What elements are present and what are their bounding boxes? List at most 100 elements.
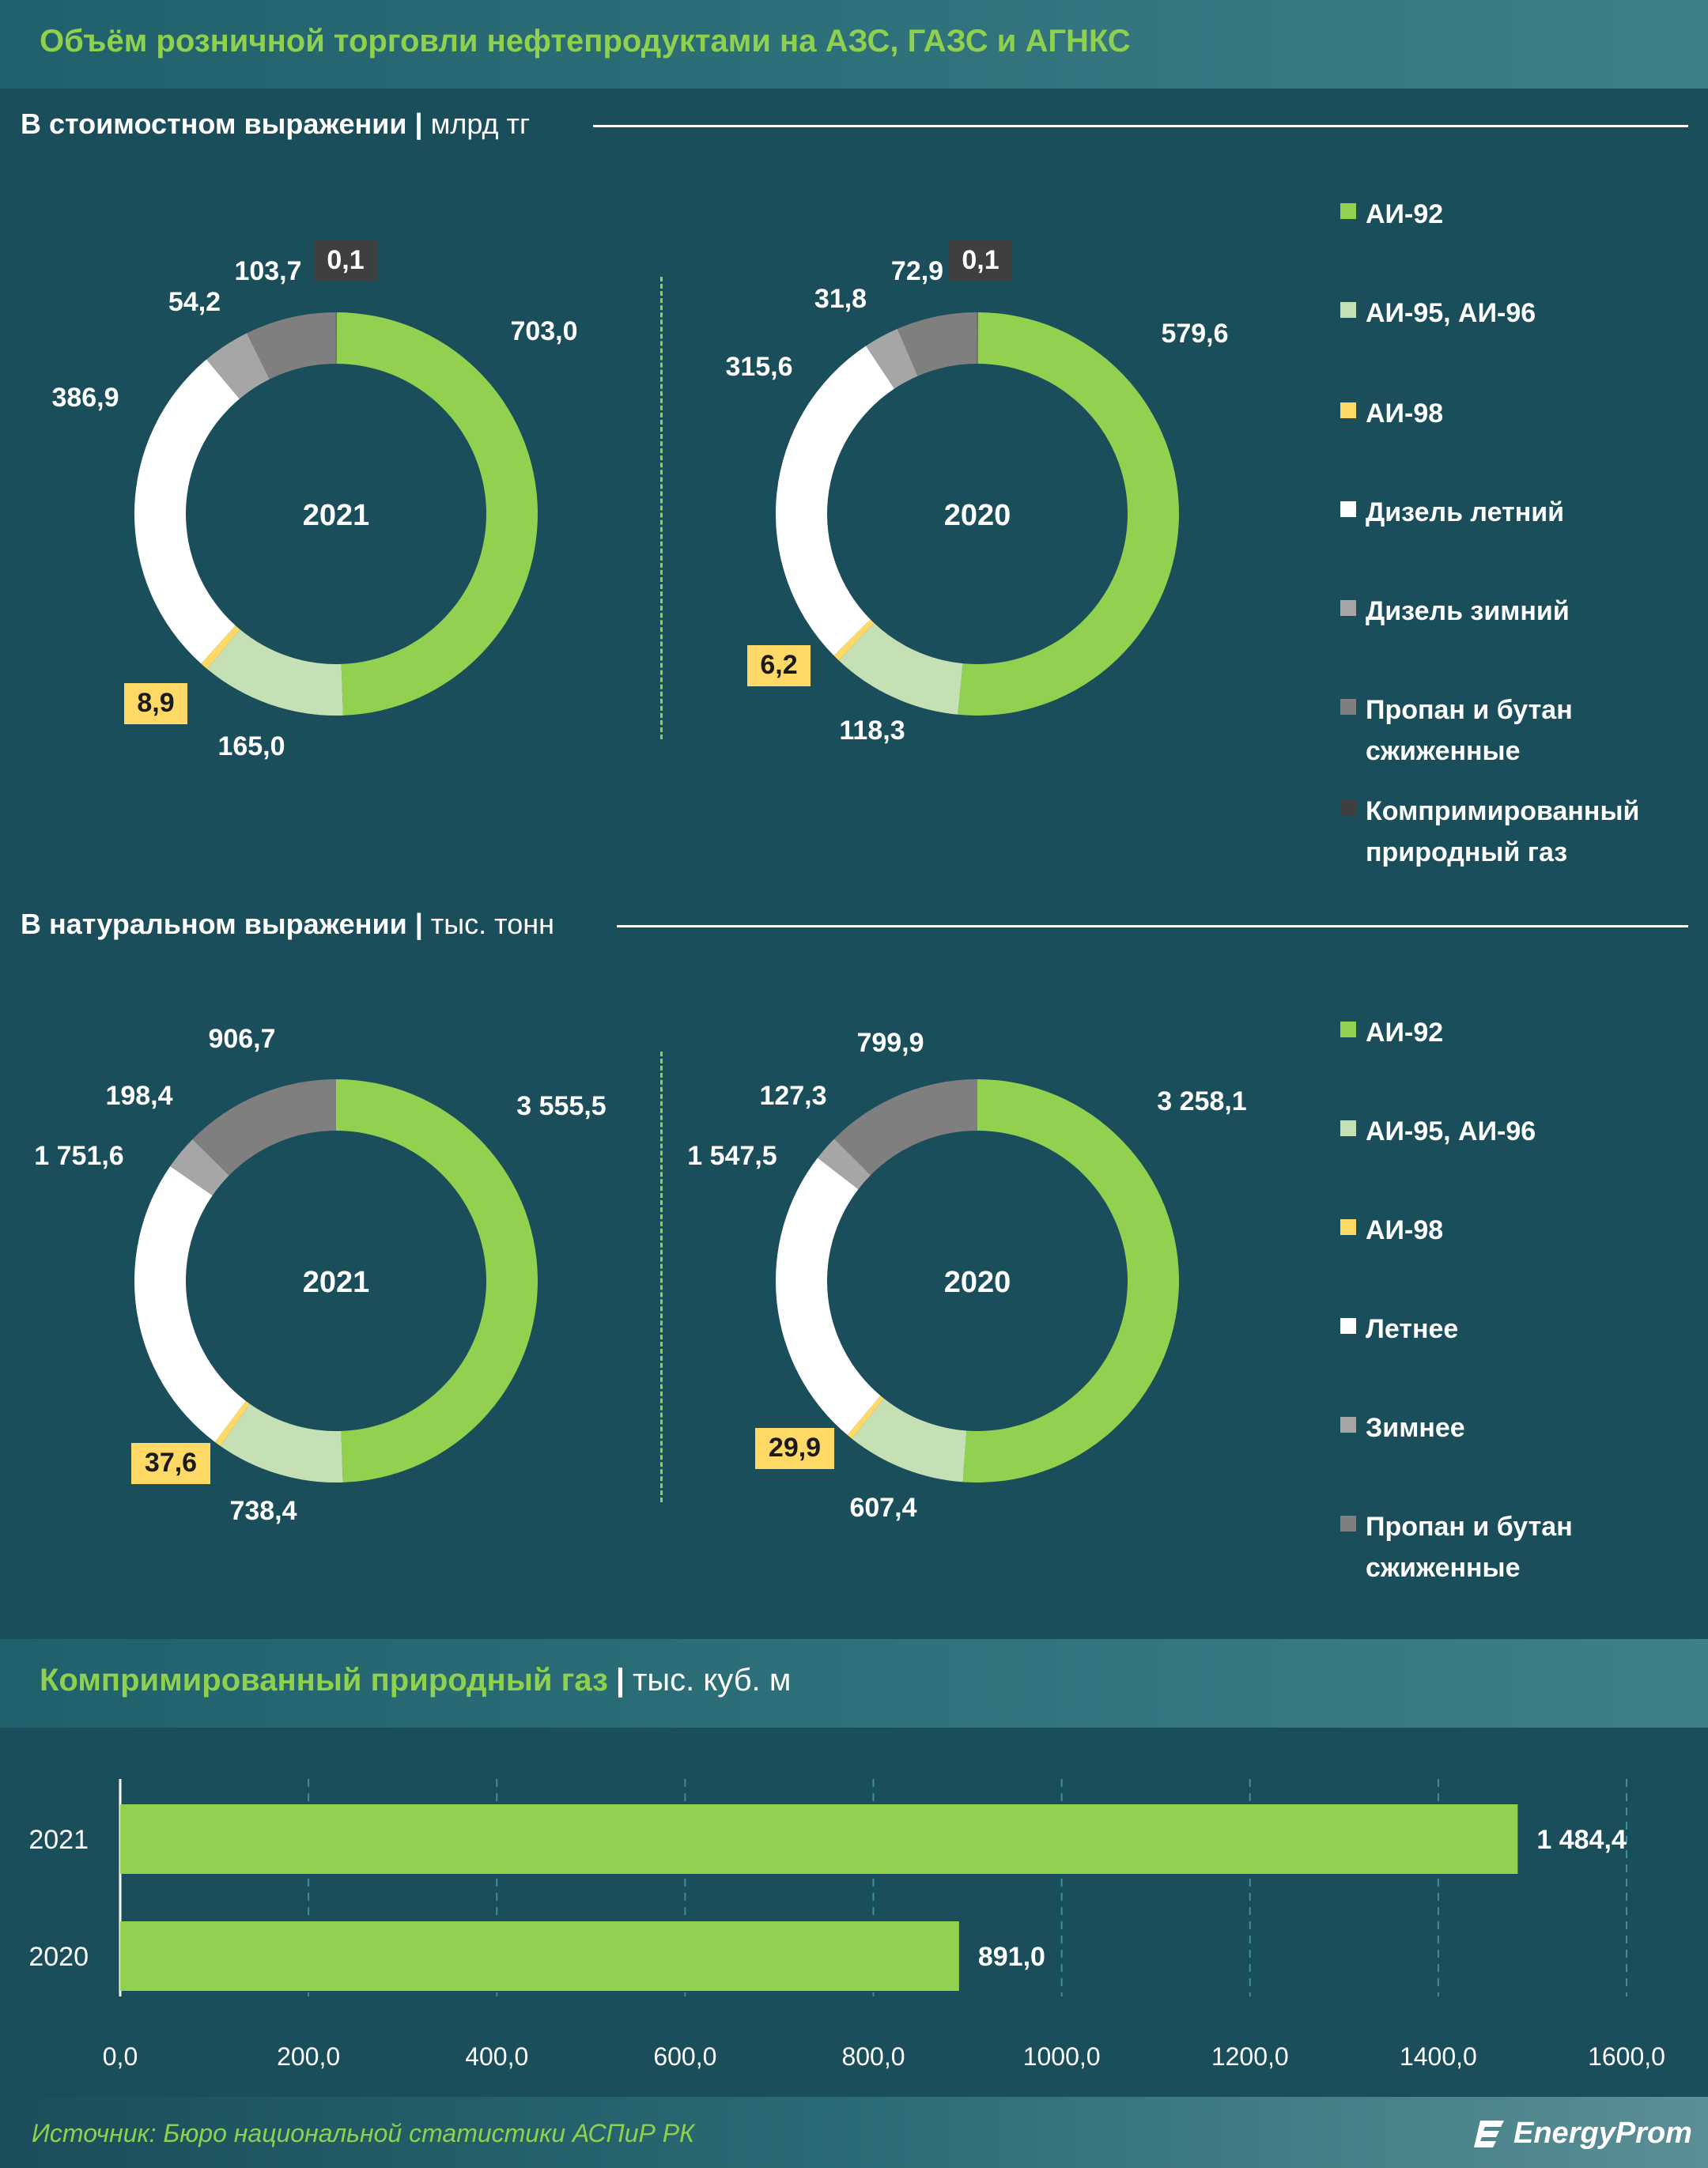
legend-item-ai98: АИ-98 — [1340, 1210, 1698, 1251]
data-label: 127,3 — [759, 1081, 826, 1111]
legend-label: АИ-92 — [1366, 199, 1444, 229]
data-label: 607,4 — [849, 1493, 916, 1523]
legend-item-ai98: АИ-98 — [1340, 393, 1698, 434]
donut-chart-1: 2020 579,6 118,3 6,2 315,6 31,8 72,9 0,1 — [725, 240, 1229, 746]
section-value-title: В стоимостном выражении — [21, 108, 407, 140]
data-label: 799,9 — [856, 1028, 924, 1058]
legend-label: АИ-98 — [1366, 398, 1444, 429]
donut-chart-0: 2021 703,0 165,0 8,9 386,9 54,2 103,7 0,1 — [51, 240, 578, 761]
legend-swatch — [1340, 1022, 1356, 1037]
legend-swatch — [1340, 1120, 1356, 1136]
x-tick-label: 1600,0 — [1588, 2042, 1665, 2071]
section-value-heading: В стоимостном выражении | млрд тг — [21, 108, 531, 140]
donut-slice — [847, 1396, 884, 1439]
donut-slice — [170, 1139, 229, 1195]
legend-label: АИ-98 — [1366, 1215, 1444, 1245]
section-value-rule — [593, 125, 1688, 127]
legend-swatch — [1340, 600, 1356, 616]
data-label: 198,4 — [105, 1081, 172, 1111]
donut-separator-bottom — [660, 1052, 663, 1502]
cng-band — [0, 1639, 1708, 1728]
cng-unit: тыс. куб. м — [633, 1663, 792, 1698]
donut-chart-3: 2020 3 258,1 607,4 29,9 1 547,5 127,3 799,9 — [687, 1028, 1246, 1523]
legend-swatch — [1340, 1417, 1356, 1433]
legend-swatch — [1340, 800, 1356, 816]
data-label: 386,9 — [51, 383, 119, 413]
donut-slice — [958, 312, 1179, 716]
legend-item-diesel-winter: Дизель зимний — [1340, 591, 1698, 632]
data-label: 0,1 — [327, 245, 364, 275]
donut-center-label: 2021 — [303, 499, 370, 532]
data-label: 0,1 — [962, 245, 999, 275]
legend-item-ai95: АИ-95, АИ-96 — [1340, 1111, 1698, 1152]
data-label-box — [949, 240, 1012, 281]
donut-center-label: 2020 — [944, 499, 1011, 532]
donut-slice — [214, 1400, 250, 1446]
donut-slice — [134, 1166, 246, 1442]
legend-label: Дизель зимний — [1366, 596, 1570, 626]
donut-slice — [834, 1079, 977, 1176]
category-label: 2021 — [28, 1825, 89, 1855]
donut-slice — [206, 629, 343, 716]
donut-slice — [247, 312, 336, 380]
data-label: 118,3 — [839, 716, 905, 746]
legend-label: Зимнее — [1366, 1413, 1465, 1443]
legend-swatch — [1340, 1516, 1356, 1532]
data-label: 1 547,5 — [687, 1141, 777, 1171]
data-label: 579,6 — [1161, 319, 1228, 349]
donut-slice — [866, 328, 918, 389]
donut-slice — [833, 619, 875, 661]
legend-item-ai92: АИ-92 — [1340, 1012, 1698, 1053]
data-label-box — [131, 1443, 210, 1484]
data-label-box — [124, 683, 187, 724]
section-volume-title: В натуральном выражении — [21, 908, 407, 940]
data-label: 3 555,5 — [516, 1091, 606, 1121]
legend-label: АИ-95, АИ-96 — [1366, 298, 1536, 328]
donut-slice — [776, 1158, 881, 1435]
data-label: 6,2 — [760, 650, 797, 680]
page-title: Объём розничной торговли нефтепродуктами… — [40, 24, 1131, 59]
data-label: 738,4 — [229, 1496, 297, 1526]
legend-swatch — [1340, 699, 1356, 715]
data-label: 31,8 — [814, 284, 867, 314]
donut-slice — [852, 1398, 967, 1482]
data-label: 29,9 — [769, 1433, 821, 1463]
x-tick-label: 1200,0 — [1211, 2042, 1289, 2071]
legend-item-ai92: АИ-92 — [1340, 194, 1698, 235]
bar-chart-cng: 0,0 200,0 400,0 600,0 800,0 1000,0 1200,0 1400,… — [28, 1779, 1665, 2071]
donut-slice — [201, 625, 240, 669]
legend-item-winter: Зимнее — [1340, 1407, 1698, 1448]
donut-slice — [962, 1079, 1179, 1482]
data-label: 37,6 — [145, 1448, 197, 1478]
data-label-box — [747, 645, 811, 686]
cng-title: Компримированный природный газ — [40, 1663, 608, 1698]
data-label: 72,9 — [891, 256, 943, 286]
legend-item-summer: Летнее — [1340, 1309, 1698, 1350]
legend-label: АИ-92 — [1366, 1018, 1444, 1048]
data-label: 165,0 — [217, 731, 285, 761]
legend-swatch — [1340, 302, 1356, 318]
footer-band — [0, 2097, 1708, 2168]
data-label: 8,9 — [137, 688, 174, 718]
data-label: 906,7 — [208, 1024, 275, 1054]
x-tick-label: 1400,0 — [1400, 2042, 1477, 2071]
legend-item-cng: Компримированный природный газ — [1340, 791, 1682, 873]
data-label: 103,7 — [234, 256, 301, 286]
x-tick-label: 600,0 — [653, 2042, 716, 2071]
data-label: 54,2 — [168, 287, 221, 317]
x-tick-label: 400,0 — [465, 2042, 528, 2071]
section-volume-unit: тыс. тонн — [430, 908, 555, 940]
legend-item-lpg: Пропан и бутан сжиженные — [1340, 1506, 1627, 1588]
data-label-box — [755, 1428, 834, 1469]
donut-slice — [897, 312, 977, 376]
donut-slice — [206, 333, 270, 399]
category-label: 2020 — [28, 1942, 89, 1972]
source-note: Источник: Бюро национальной статистики А… — [32, 2119, 694, 2147]
section-volume-heading: В натуральном выражении | тыс. тонн — [21, 908, 555, 940]
x-tick-label: 200,0 — [277, 2042, 340, 2071]
legend-label: АИ-95, АИ-96 — [1366, 1116, 1536, 1146]
legend-label: Дизель летний — [1366, 497, 1565, 527]
donut-center-label: 2020 — [944, 1266, 1011, 1299]
donut-separator-top — [660, 277, 663, 739]
